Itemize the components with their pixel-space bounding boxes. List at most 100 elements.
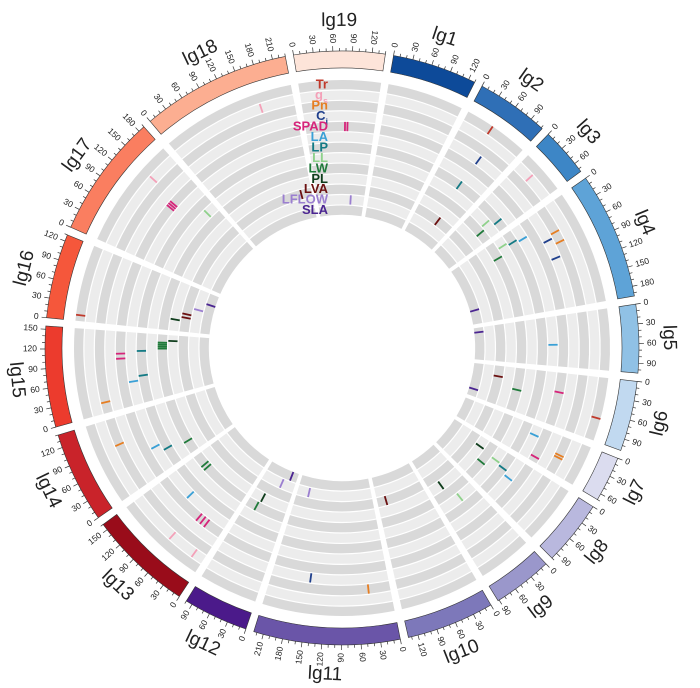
tick-lg1-130 bbox=[474, 79, 477, 83]
qtl-mark-lg13-g bbox=[168, 531, 177, 540]
tick-lg18-90 bbox=[196, 83, 200, 88]
track-band-lg15-c bbox=[105, 330, 123, 412]
track-band-lg15-tr bbox=[74, 328, 93, 420]
tick-lg16-60 bbox=[48, 277, 54, 280]
tick-lg2-20 bbox=[493, 89, 496, 93]
tick-lg4-80 bbox=[611, 222, 615, 225]
track-band-lg14-spad bbox=[125, 411, 165, 478]
tick-label-lg3-0: 0 bbox=[550, 121, 561, 132]
qtl-mark-lg5-sla bbox=[474, 330, 484, 334]
track-band-lg2-ll bbox=[429, 176, 474, 211]
track-band-lg19-pn bbox=[301, 100, 379, 114]
tick-lg10-120 bbox=[417, 635, 420, 641]
track-band-lg13-lw bbox=[193, 452, 247, 503]
track-band-lg17-tr bbox=[97, 148, 170, 243]
track-band-lg8-pl bbox=[458, 435, 489, 471]
qtl-mark-lg14-la bbox=[150, 443, 160, 450]
track-band-lg8-tr bbox=[524, 486, 569, 538]
tick-lg17-160 bbox=[127, 138, 130, 141]
qtl-mark-lg13-spad bbox=[203, 519, 211, 528]
tick-lg1-30 bbox=[412, 54, 415, 60]
tick-label-lg2-0: 0 bbox=[481, 72, 492, 81]
track-band-lg19-pl bbox=[313, 174, 368, 186]
track-band-lg5-la bbox=[546, 316, 558, 367]
ideogram-block-lg2 bbox=[473, 85, 543, 142]
tick-label-lg17-0: 0 bbox=[57, 217, 66, 228]
track-band-lg6-ll bbox=[516, 368, 536, 416]
track-band-lg7-la bbox=[519, 424, 543, 459]
tick-lg13-160 bbox=[100, 524, 104, 527]
trait-label-pl: PL bbox=[311, 171, 328, 186]
track-band-lg19-lw bbox=[311, 163, 369, 176]
ideogram-block-lg12 bbox=[185, 586, 252, 630]
qtl-mark-lg8-lw bbox=[476, 458, 486, 466]
tick-label-lg18-180: 180 bbox=[243, 42, 257, 59]
track-band-lg17-ll bbox=[164, 202, 219, 273]
tick-lg9-70 bbox=[509, 592, 513, 596]
tick-lg4-40 bbox=[599, 198, 603, 201]
qtl-mark-lg2-lva bbox=[434, 217, 442, 226]
tick-label-lg15-60: 60 bbox=[30, 384, 41, 395]
track-band-lg19-c bbox=[303, 111, 377, 124]
track-band-lg19-lp bbox=[308, 142, 372, 155]
tick-lg7-70 bbox=[597, 499, 601, 502]
tick-label-lg5-90: 90 bbox=[646, 358, 656, 368]
tick-lg4-160 bbox=[629, 272, 633, 274]
track-band-lg12-spad bbox=[223, 532, 272, 562]
tick-lg16-130 bbox=[64, 233, 68, 236]
tick-lg14-70 bbox=[72, 477, 76, 480]
tick-lg12-70 bbox=[201, 610, 204, 614]
tick-label-lg4-0: 0 bbox=[589, 166, 599, 177]
track-band-lg10-g bbox=[397, 562, 472, 600]
tick-lg14-50 bbox=[78, 489, 82, 492]
track-band-lg17-spad bbox=[135, 179, 198, 260]
track-band-lg10-lp bbox=[385, 517, 445, 549]
tick-label-lg10-120: 120 bbox=[416, 641, 429, 658]
track-band-lg16-c bbox=[106, 257, 132, 325]
tick-lg3-40 bbox=[566, 151, 569, 154]
track-band-lg9-g bbox=[472, 528, 519, 568]
ideogram-block-lg17 bbox=[70, 126, 156, 235]
tick-lg3-30 bbox=[561, 144, 566, 149]
tick-lg3-50 bbox=[570, 156, 574, 159]
track-band-lg19-la bbox=[306, 132, 374, 145]
track-band-lg1-lp bbox=[376, 145, 434, 173]
tick-lg4-50 bbox=[602, 204, 606, 207]
tick-lg15-60 bbox=[42, 388, 48, 390]
track-band-lg18-tr bbox=[168, 84, 293, 151]
tick-label-lg16-30: 30 bbox=[31, 289, 42, 300]
track-band-lg9-tr bbox=[477, 536, 527, 577]
track-band-lg3-sla bbox=[434, 245, 457, 269]
track-band-lg17-pl bbox=[183, 218, 233, 282]
tick-label-lg11-180: 180 bbox=[272, 645, 285, 661]
qtl-mark-lg14-lp bbox=[163, 444, 173, 451]
track-band-lg11-ll bbox=[284, 525, 381, 543]
tick-lg8-20 bbox=[585, 517, 589, 520]
tick-lg1-80 bbox=[444, 66, 446, 70]
track-band-lg2-pl bbox=[419, 194, 460, 227]
tick-lg17-20 bbox=[73, 213, 77, 216]
tick-label-lg1-60: 60 bbox=[429, 46, 441, 58]
track-band-lg8-spad bbox=[495, 463, 534, 508]
track-band-lg18-c bbox=[189, 115, 299, 175]
qtl-mark-lg3-lw bbox=[476, 229, 485, 237]
qtl-mark-lg15-pn bbox=[100, 400, 111, 405]
tick-lg2-80 bbox=[525, 112, 529, 116]
tick-lg4-120 bbox=[621, 246, 627, 249]
tick-lg14-80 bbox=[69, 471, 73, 474]
track-band-lg5-lva bbox=[494, 323, 506, 362]
track-band-lg18-la bbox=[202, 136, 303, 191]
track-band-lg6-lflow bbox=[476, 364, 494, 401]
track-band-lg16-tr bbox=[75, 245, 103, 322]
tick-label-lg7-60: 60 bbox=[606, 493, 619, 506]
tick-lg11-220 bbox=[255, 632, 258, 636]
tick-lg3-20 bbox=[557, 141, 560, 144]
track-band-lg7-tr bbox=[564, 444, 591, 485]
tick-label-lg17-90: 90 bbox=[83, 161, 97, 175]
ideogram-block-lg1 bbox=[390, 55, 476, 98]
tick-lg13-110 bbox=[121, 549, 125, 553]
tick-label-lg8-30: 30 bbox=[586, 523, 600, 537]
track-band-lg2-g bbox=[459, 120, 516, 165]
tick-lg4-20 bbox=[592, 187, 596, 190]
tick-lg8-60 bbox=[569, 538, 574, 543]
